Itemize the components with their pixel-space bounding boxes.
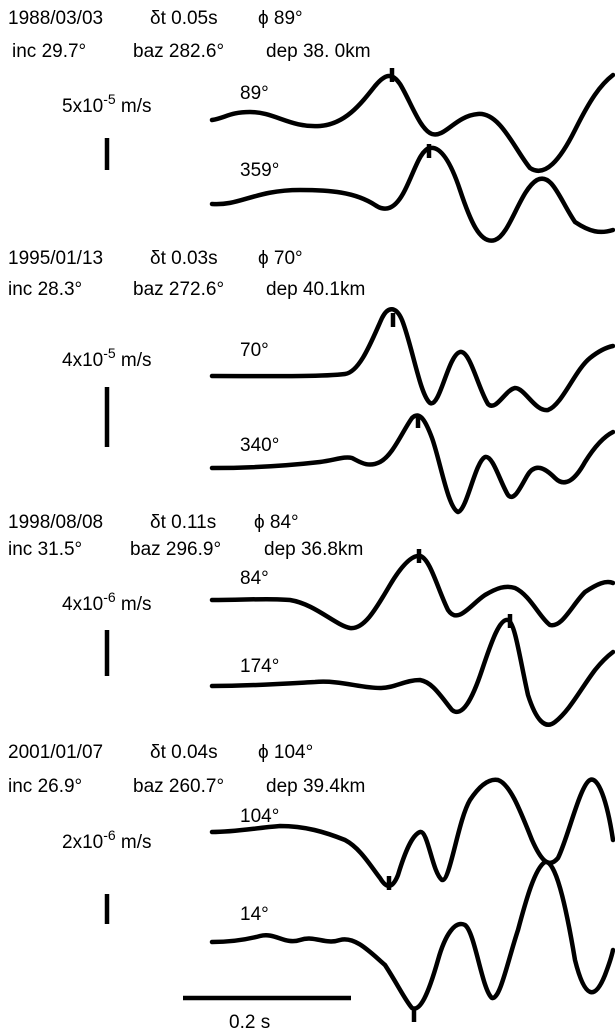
event-4-delay: δt 0.04s bbox=[150, 742, 218, 763]
event-4-trace-1 bbox=[209, 777, 615, 889]
event-4-trace-2 bbox=[209, 859, 615, 1011]
event-2-scale-label: 4x10-5 m/s bbox=[62, 345, 152, 371]
event-1-baz: baz 282.6° bbox=[133, 41, 224, 62]
event-2-date: 1995/01/13 bbox=[8, 248, 103, 269]
event-1-dep: dep 38. 0km bbox=[266, 41, 371, 62]
event-1-trace-1 bbox=[209, 72, 615, 173]
event-4-trace-2-label: 14° bbox=[240, 904, 269, 925]
event-1-inc: inc 29.7° bbox=[12, 41, 86, 62]
event-2-trace-2-label: 340° bbox=[240, 435, 279, 456]
event-4-group: 2001/01/07 δt 0.04s ϕ 104° inc 26.9° baz… bbox=[8, 742, 615, 1022]
event-4-trace-1-label: 104° bbox=[240, 806, 279, 827]
event-1-delay: δt 0.05s bbox=[150, 8, 218, 29]
event-1-trace-2-label: 359° bbox=[240, 160, 279, 181]
event-4-phi: ϕ 104° bbox=[258, 742, 313, 763]
event-3-inc: inc 31.5° bbox=[8, 539, 82, 560]
event-2-group: 1995/01/13 δt 0.03s ϕ 70° inc 28.3° baz … bbox=[8, 248, 615, 515]
event-1-trace-1-label: 89° bbox=[240, 83, 269, 104]
event-3-scale-label: 4x10-6 m/s bbox=[62, 589, 152, 615]
event-1-date: 1988/03/03 bbox=[8, 8, 103, 29]
event-3-delay: δt 0.11s bbox=[150, 512, 216, 533]
event-2-delay: δt 0.03s bbox=[150, 248, 218, 269]
event-3-trace-2 bbox=[209, 617, 615, 727]
event-1-trace-2 bbox=[209, 145, 615, 243]
event-3-phi: ϕ 84° bbox=[254, 512, 299, 533]
event-3-dep: dep 36.8km bbox=[264, 539, 363, 560]
event-3-baz: baz 296.9° bbox=[130, 539, 221, 560]
event-4-inc: inc 26.9° bbox=[8, 776, 82, 797]
event-3-trace-2-label: 174° bbox=[240, 656, 279, 677]
event-3-group: 1998/08/08 δt 0.11s ϕ 84° inc 31.5° baz … bbox=[8, 512, 615, 727]
event-3-trace-1-label: 84° bbox=[240, 568, 269, 589]
event-2-dep: dep 40.1km bbox=[266, 279, 365, 300]
event-4-date: 2001/01/07 bbox=[8, 742, 103, 763]
event-4-baz: baz 260.7° bbox=[133, 776, 224, 797]
event-2-baz: baz 272.6° bbox=[133, 279, 224, 300]
event-2-trace-1-label: 70° bbox=[240, 340, 269, 361]
event-2-inc: inc 28.3° bbox=[8, 279, 82, 300]
event-2-phi: ϕ 70° bbox=[258, 248, 303, 269]
event-2-trace-2 bbox=[209, 413, 615, 515]
time-scale-label: 0.2 s bbox=[229, 1012, 270, 1033]
event-1-phi: ϕ 89° bbox=[258, 8, 303, 29]
event-3-trace-1 bbox=[209, 553, 615, 631]
event-2-trace-1 bbox=[209, 307, 615, 413]
event-4-scale-label: 2x10-6 m/s bbox=[62, 827, 152, 853]
event-1-scale-label: 5x10-5 m/s bbox=[62, 91, 152, 117]
event-3-date: 1998/08/08 bbox=[8, 512, 103, 533]
event-4-dep: dep 39.4km bbox=[266, 776, 365, 797]
event-1-group: 1988/03/03 δt 0.05s ϕ 89° inc 29.7° baz … bbox=[8, 8, 615, 243]
